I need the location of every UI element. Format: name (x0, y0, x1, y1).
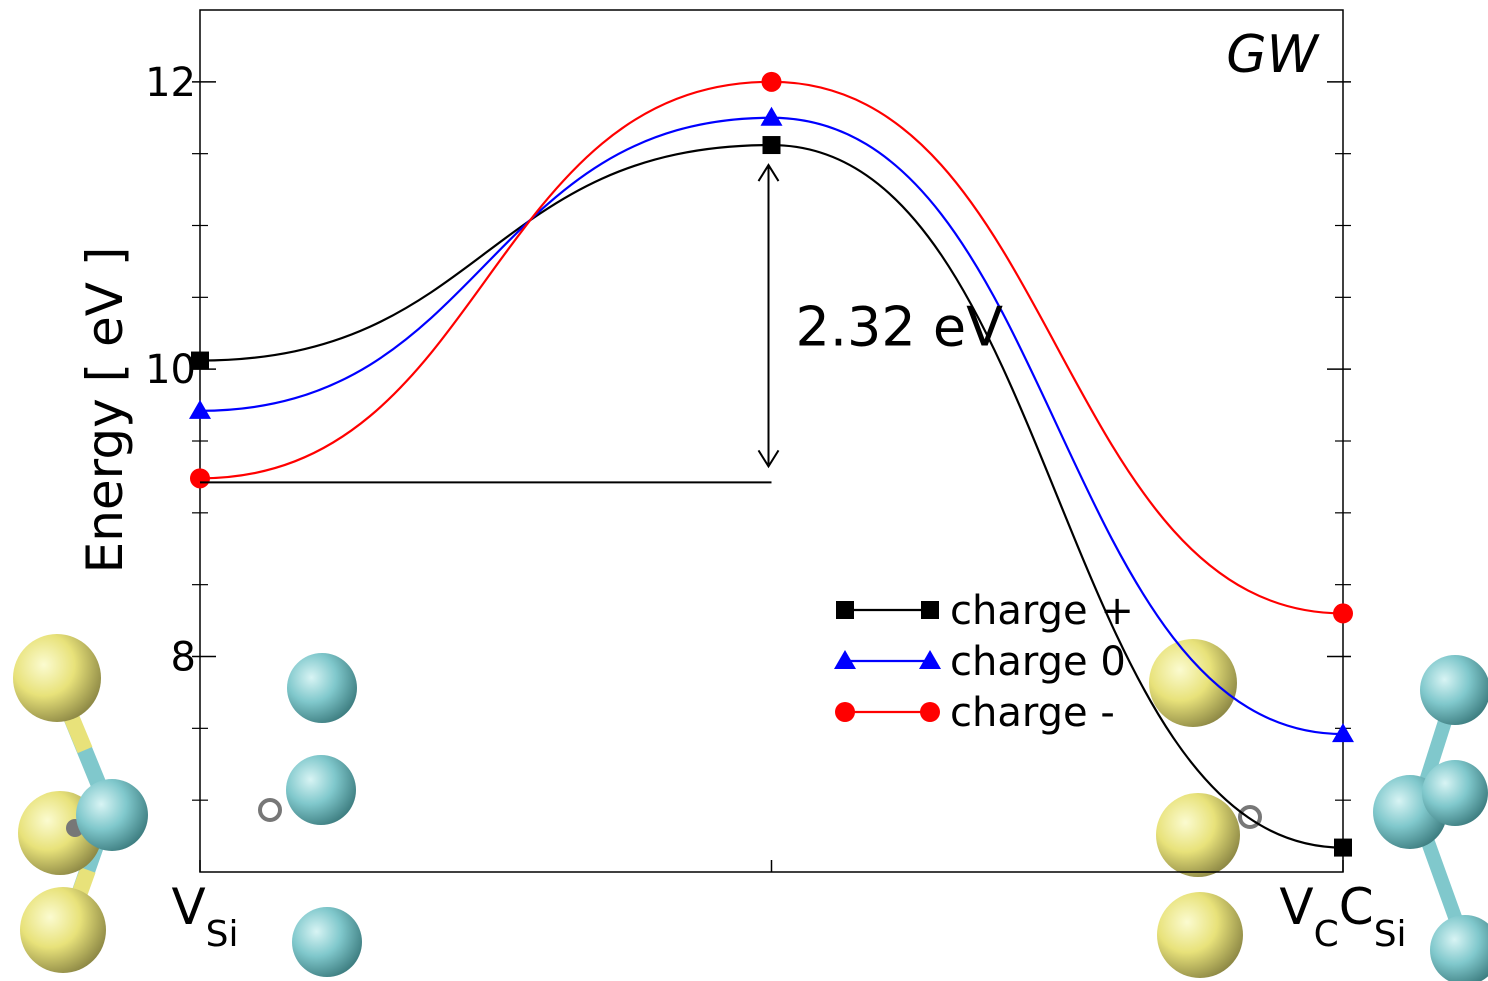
y-tick-label: 12 (145, 60, 196, 106)
y-tick-label: 10 (145, 347, 196, 393)
series-line (199, 80, 1344, 615)
y-tick-label: 8 (171, 635, 196, 681)
structure-left (13, 634, 362, 977)
data-point (761, 71, 782, 92)
x-tick-label-sub: Si (206, 914, 239, 955)
legend-marker (834, 650, 856, 669)
gap-label: 2.32 eV (796, 296, 1004, 359)
data-point (191, 351, 209, 370)
legend-marker (921, 601, 939, 619)
legend-marker (835, 702, 855, 722)
legend-label: charge + (950, 588, 1134, 634)
x-tick-label-main: V (1279, 878, 1313, 936)
data-point (762, 136, 781, 155)
series-line (199, 143, 1344, 849)
y-axis-label: Energy [ eV ] (76, 247, 134, 574)
series-line (199, 116, 1344, 736)
data-point (190, 468, 210, 489)
data-point (1334, 838, 1352, 857)
data-point (760, 106, 783, 126)
x-tick-label-main: C (1339, 878, 1374, 936)
x-tick-label-sub: C (1314, 914, 1339, 955)
x-tick-label-main: V (171, 878, 205, 936)
x-tick-label: VCCSi (1279, 878, 1406, 955)
x-tick-label-sub: Si (1374, 914, 1407, 955)
legend-marker (920, 702, 940, 722)
data-point (1333, 603, 1353, 624)
structure-right (1149, 639, 1488, 981)
legend-marker (919, 650, 941, 669)
data-point (189, 399, 211, 419)
legend-label: charge - (950, 690, 1115, 736)
arrow-head (757, 449, 780, 469)
x-tick-label: VSi (171, 878, 238, 955)
legend-marker (836, 601, 854, 619)
annotation: GW (1226, 25, 1320, 85)
data-point (1332, 723, 1354, 743)
arrow-head (757, 163, 780, 182)
legend-label: charge 0 (950, 639, 1126, 685)
